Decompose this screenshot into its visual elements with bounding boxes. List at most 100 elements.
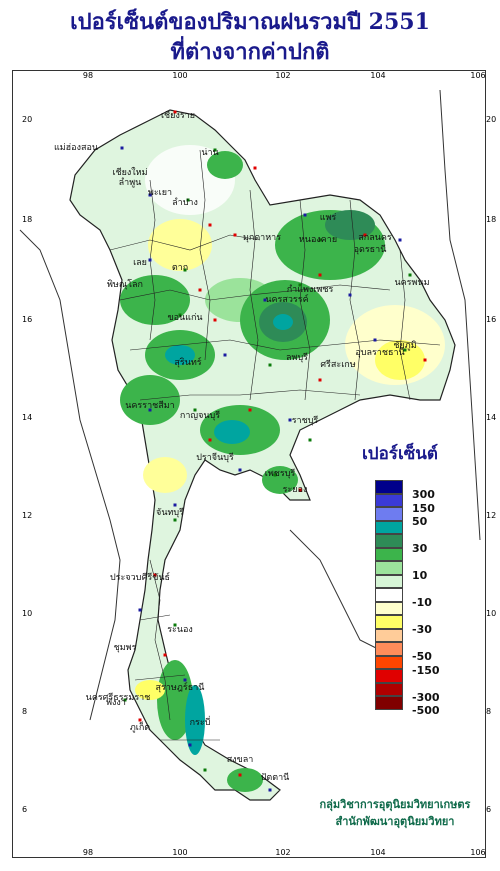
legend-label: -50 [412,650,432,663]
place-label: ประจวบคีรีขันธ์ [110,571,170,583]
legend-label: 300 [412,488,435,501]
place-label: สุราษฎร์ธานี [156,681,205,693]
legend-label: 150 [412,501,435,515]
latitude-tick: 12 [22,511,32,520]
place-label: นครพนม [394,278,429,288]
station-marker [318,378,322,382]
place-label: ตาก [172,263,188,273]
legend-label: -10 [412,596,432,609]
longitude-tick: 98 [83,848,93,857]
longitude-tick: 102 [275,848,290,857]
neighbor-border [19,229,121,721]
station-marker [298,283,302,287]
station-marker [308,438,312,442]
station-marker [173,110,177,114]
station-marker [208,223,212,227]
station-marker [318,273,322,277]
legend-label: 30 [412,542,428,555]
longitude-tick: 100 [172,848,187,857]
longitude-tick: 104 [370,71,385,80]
longitude-tick: 106 [470,848,485,857]
station-marker [248,408,252,412]
legend-swatch [375,574,403,588]
station-markers [120,110,427,792]
station-marker [173,518,177,522]
station-marker [373,338,377,342]
latitude-tick: 6 [22,805,27,814]
place-label: สกลนคร [358,233,392,243]
station-marker [298,488,302,492]
legend-swatch [375,628,403,642]
station-marker [238,468,242,472]
place-label: นครสวรรค์ [265,293,308,305]
place-label: ปราจีนบุรี [196,452,234,463]
place-label: อุบลราชธานี [355,347,404,358]
place-label: ขอนแก่น [167,313,202,323]
place-label: นราธิวาส [0,0,19,3]
station-marker [288,418,292,422]
latitude-tick: 16 [22,315,32,324]
station-marker [233,233,237,237]
station-marker [303,213,307,217]
legend-swatch [375,507,403,521]
place-label: จันทบุรี [156,507,184,518]
place-label: พังงา [106,698,126,708]
station-marker [138,718,142,722]
station-marker [123,698,127,702]
place-label: ราชบุรี [292,415,319,426]
legend-label: -30 [412,623,432,636]
place-label: ปัตตานี [261,772,290,783]
station-marker [173,623,177,627]
province-boundaries [109,149,441,741]
legend-label: -300 [412,690,440,704]
station-marker [198,288,202,292]
legend-swatch [375,520,403,534]
station-marker [408,273,412,277]
longitude-tick: 98 [83,71,93,80]
legend-title: เปอร์เซ็นต์ [362,444,438,464]
place-label: มุกดาหาร [243,233,281,243]
neighbor-border [439,89,481,541]
station-marker [403,348,407,352]
station-marker [148,258,152,262]
place-label: อุดรธานี [354,244,387,255]
legend-swatch [375,682,403,696]
station-marker [163,653,167,657]
legend-swatch [375,480,403,494]
station-marker [138,608,142,612]
legend-swatch [375,601,403,615]
place-label: เลย [133,258,147,268]
legend-swatch [375,615,403,629]
station-marker [153,573,157,577]
rainfall-shading [120,145,445,792]
map-subtitle: ที่ต่างจากค่าปกติ [170,39,330,65]
latitude-tick: 20 [486,115,496,124]
latitude-tick: 18 [486,215,496,224]
place-label: กำแพงเพชร [287,284,334,295]
station-marker [193,408,197,412]
station-marker [253,166,257,170]
place-label: ชุมพร [114,643,137,653]
place-label: กระบี่ [190,715,211,728]
place-label: ระยอง [283,485,308,495]
neighbor-border [289,529,381,651]
longitude-tick: 104 [370,848,385,857]
place-label: สุรินทร์ [174,356,201,368]
longitude-tick: 100 [172,71,187,80]
station-marker [120,146,124,150]
legend-label: -500 [412,704,440,717]
station-marker [173,503,177,507]
legend-color-scale [375,480,403,710]
latitude-tick: 6 [486,805,491,814]
latitude-tick: 10 [22,609,32,618]
place-label: ชัยภูมิ [393,340,416,351]
latitude-tick: 10 [486,609,496,618]
place-label: ลำพูน [119,177,142,188]
place-label: ภูเก็ต [130,720,150,733]
map-title: เปอร์เซ็นต์ของปริมาณฝนรวมปี 2551 [70,9,430,35]
place-label: แพร่ [320,213,337,223]
station-marker [178,313,182,317]
station-marker [263,298,267,302]
place-label: พิษณุโลก [107,279,143,290]
station-marker [148,193,152,197]
